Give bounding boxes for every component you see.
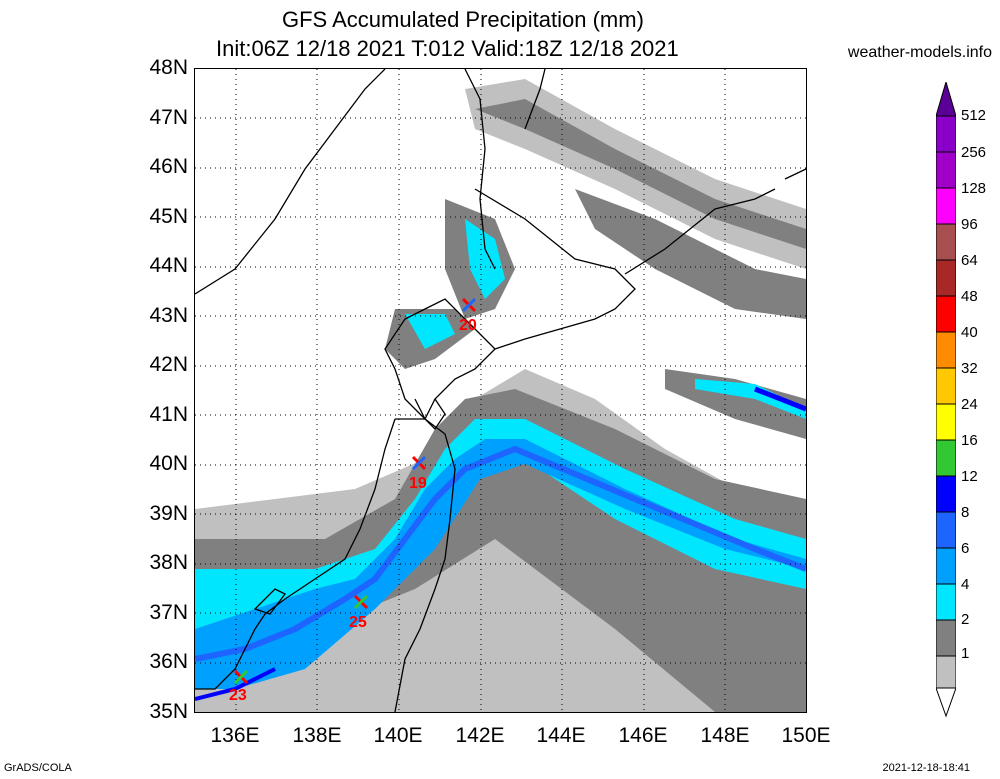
lat-label: 40N [149, 452, 188, 475]
lat-label: 48N [149, 56, 188, 79]
legend-label: 2 [961, 611, 970, 628]
lat-label: 45N [149, 205, 188, 228]
lat-label: 37N [149, 601, 188, 624]
precip-shading [195, 79, 806, 712]
chart-subtitle: Init:06Z 12/18 2021 T:012 Valid:18Z 12/1… [216, 36, 679, 61]
lat-label: 43N [149, 304, 188, 327]
lat-label: 38N [149, 551, 188, 574]
lon-label: 140E [373, 724, 423, 747]
chart-title: GFS Accumulated Precipitation (mm) [282, 7, 644, 32]
marker-label: 20 [459, 317, 477, 334]
lat-label: 35N [149, 700, 188, 723]
lon-label: 146E [618, 724, 668, 747]
lat-label: 47N [149, 106, 188, 129]
lat-label: 46N [149, 155, 188, 178]
coastlines [195, 69, 806, 712]
lon-label: 150E [781, 724, 831, 747]
footer-right: 2021-12-18-18:41 [882, 762, 970, 774]
legend-label: 4 [961, 576, 970, 593]
lat-label: 42N [149, 353, 188, 376]
marker-20 [461, 297, 477, 313]
legend-label: 24 [961, 396, 978, 413]
marker-19 [411, 455, 427, 471]
precipitation-map: 20 19 25 23 [194, 68, 807, 713]
lon-label: 148E [700, 724, 750, 747]
site-credit: weather-models.info [847, 44, 992, 61]
lat-label: 41N [149, 403, 188, 426]
legend-label: 32 [961, 360, 978, 377]
footer-left: GrADS/COLA [4, 762, 72, 774]
legend-min-arrow [935, 687, 957, 718]
legend-label: 8 [961, 504, 970, 521]
marker-25 [353, 594, 369, 610]
lon-label: 144E [536, 724, 586, 747]
lon-label: 138E [292, 724, 342, 747]
legend-label: 512 [961, 107, 987, 124]
legend-label: 64 [961, 252, 978, 269]
legend-label: 40 [961, 324, 978, 341]
legend-label: 128 [961, 180, 987, 197]
lon-label: 136E [210, 724, 260, 747]
legend-label: 256 [961, 144, 987, 161]
grid [195, 69, 806, 712]
legend-label: 1 [961, 645, 970, 662]
legend-label: 96 [961, 216, 978, 233]
marker-label: 19 [409, 475, 427, 492]
lat-label: 36N [149, 650, 188, 673]
marker-label: 25 [349, 614, 367, 631]
lat-label: 39N [149, 502, 188, 525]
legend-label: 6 [961, 540, 970, 557]
legend-label: 16 [961, 432, 978, 449]
color-legend [935, 80, 957, 689]
markers [233, 297, 477, 685]
lat-label: 44N [149, 254, 188, 277]
marker-23 [233, 669, 249, 685]
legend-label: 48 [961, 288, 978, 305]
marker-label: 23 [229, 687, 247, 704]
lon-label: 142E [455, 724, 505, 747]
legend-label: 12 [961, 468, 978, 485]
